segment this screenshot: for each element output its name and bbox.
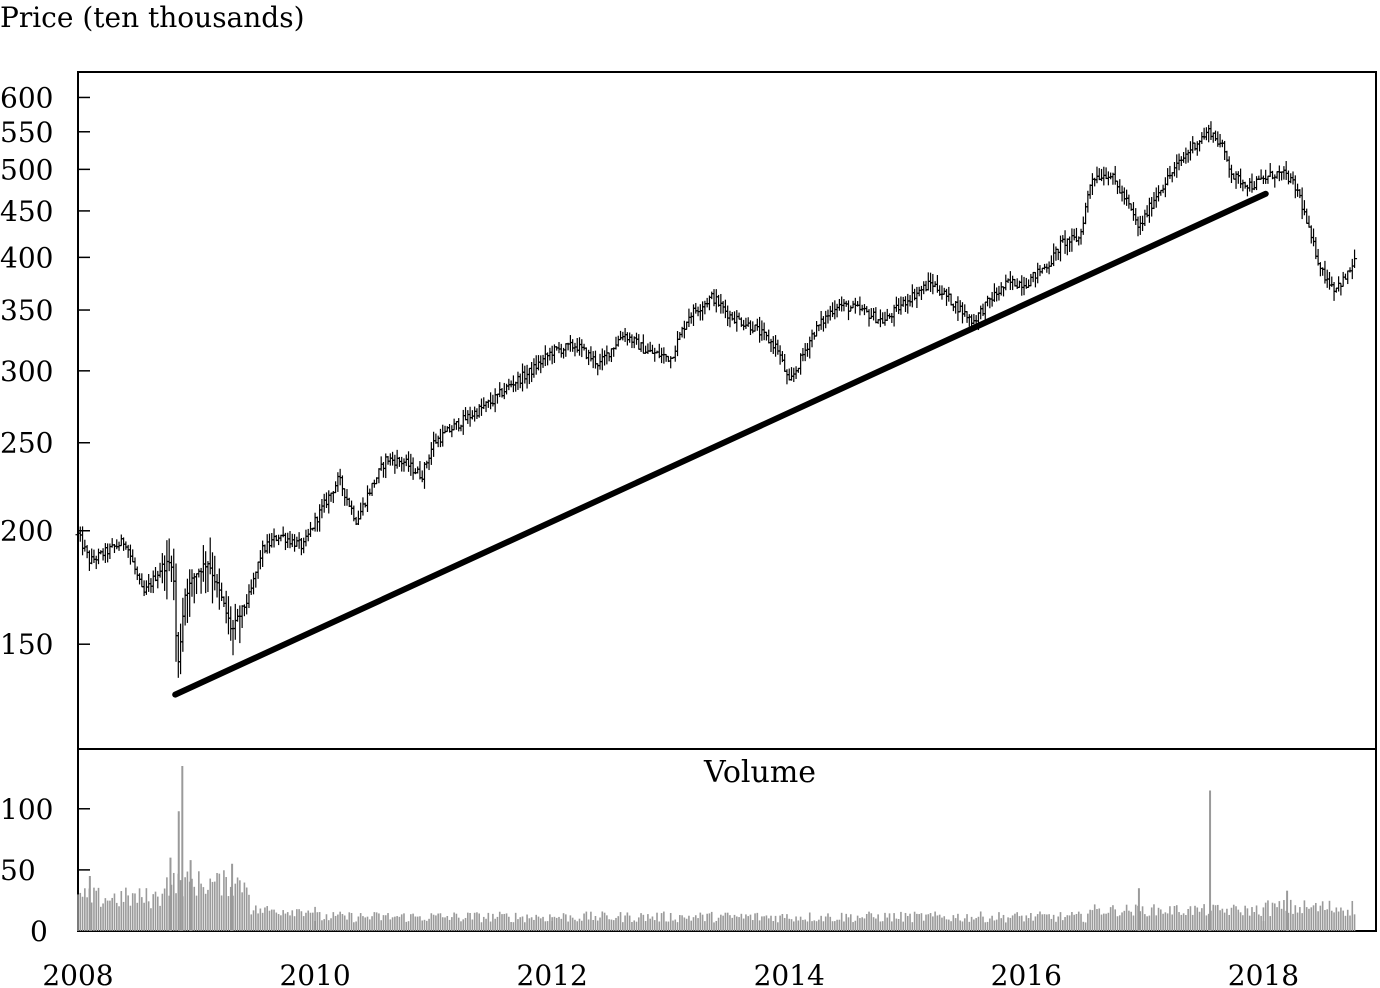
x-tick-label: 2010 (279, 959, 350, 988)
price-tick-label: 600 (0, 81, 53, 114)
volume-tick-label: 100 (0, 793, 53, 826)
volume-tick-label: 50 (0, 854, 36, 887)
volume-series (77, 766, 1356, 931)
price-tick-label: 300 (0, 355, 53, 388)
y-axis-label: Price (ten thousands) (0, 1, 305, 34)
x-tick-label: 2016 (991, 959, 1062, 988)
volume-panel-title: Volume (703, 755, 816, 790)
x-axis: 2008 2010 2012 2014 2016 2018 (42, 921, 1299, 988)
volume-axis: 0 50 100 (0, 793, 90, 948)
trendline (172, 190, 1269, 698)
price-tick-label: 200 (0, 515, 53, 548)
x-tick-label: 2014 (754, 959, 825, 988)
volume-tick-label: 0 (30, 915, 48, 948)
price-tick-label: 450 (0, 195, 53, 228)
price-tick-label: 400 (0, 241, 53, 274)
x-tick-label: 2012 (517, 959, 588, 988)
price-tick-label: 550 (0, 116, 53, 149)
trendline-layer (172, 190, 1269, 698)
price-tick-label: 350 (0, 294, 53, 327)
price-series (75, 121, 1358, 678)
x-tick-label: 2018 (1228, 959, 1299, 988)
price-tick-label: 250 (0, 427, 53, 460)
price-tick-label: 500 (0, 153, 53, 186)
price-tick-label: 150 (0, 628, 53, 661)
x-tick-label: 2008 (42, 959, 113, 988)
